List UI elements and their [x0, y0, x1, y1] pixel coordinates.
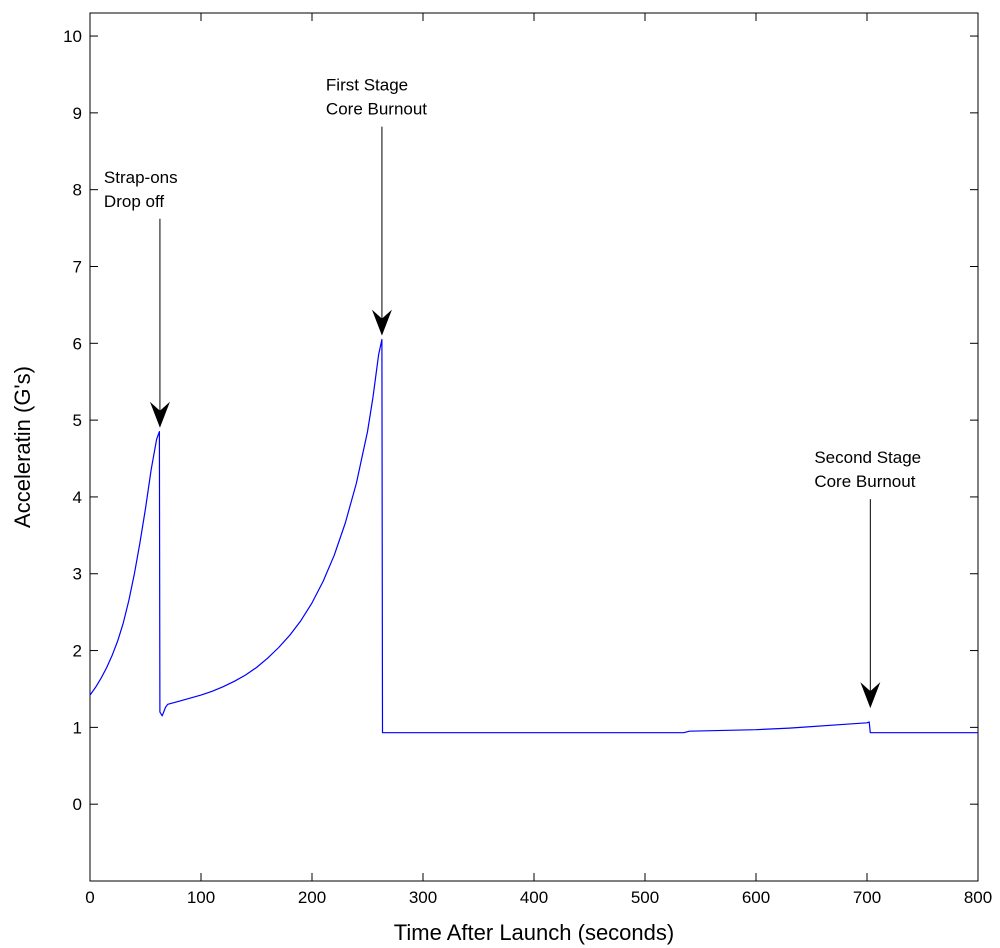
annotation-text: Drop off — [104, 192, 164, 211]
y-tick-label: 0 — [73, 795, 82, 814]
x-tick-label: 800 — [964, 888, 992, 907]
y-tick-label: 9 — [73, 104, 82, 123]
x-tick-label: 100 — [187, 888, 215, 907]
annotation-text: Second Stage — [814, 448, 921, 467]
y-tick-label: 3 — [73, 565, 82, 584]
annotation-arrowhead — [149, 401, 170, 428]
tick-marks — [89, 13, 979, 881]
annotation-text: Strap-ons — [104, 168, 178, 187]
annotation-arrowhead — [371, 309, 392, 336]
x-tick-label: 600 — [742, 888, 770, 907]
y-tick-label: 2 — [73, 642, 82, 661]
plot-frame — [89, 12, 979, 882]
y-axis-label: Acceleratin (G's) — [10, 366, 35, 528]
annotation: Second Stage Core Burnout — [814, 448, 921, 709]
x-tick-label: 200 — [298, 888, 326, 907]
x-axis-label: Time After Launch (seconds) — [394, 920, 674, 945]
y-tick-label: 4 — [73, 488, 82, 507]
annotations: Strap-ons Drop off First Stage Core Burnout… — [104, 76, 921, 709]
acceleration-series-line — [89, 338, 978, 734]
annotation: First Stage Core Burnout — [326, 76, 427, 336]
x-tick-label: 0 — [85, 888, 94, 907]
annotation: Strap-ons Drop off — [104, 168, 178, 428]
annotation-text: First Stage — [326, 76, 408, 95]
annotation-text: Core Burnout — [326, 100, 427, 119]
x-tick-label: 500 — [631, 888, 659, 907]
y-tick-label: 1 — [73, 718, 82, 737]
series-group — [89, 338, 978, 734]
y-tick-label: 7 — [73, 257, 82, 276]
annotation-arrowhead — [860, 682, 881, 709]
x-tick-label: 300 — [409, 888, 437, 907]
y-tick-label: 6 — [73, 334, 82, 353]
y-tick-label: 10 — [63, 27, 82, 46]
y-tick-label: 5 — [73, 411, 82, 430]
y-tick-labels: 0 1 2 3 4 5 6 7 8 9 10 — [63, 27, 82, 814]
x-tick-labels: 0 100 200 300 400 500 600 700 800 — [85, 888, 992, 907]
x-tick-label: 700 — [853, 888, 881, 907]
y-tick-label: 8 — [73, 181, 82, 200]
x-tick-label: 400 — [520, 888, 548, 907]
annotation-text: Core Burnout — [814, 472, 915, 491]
